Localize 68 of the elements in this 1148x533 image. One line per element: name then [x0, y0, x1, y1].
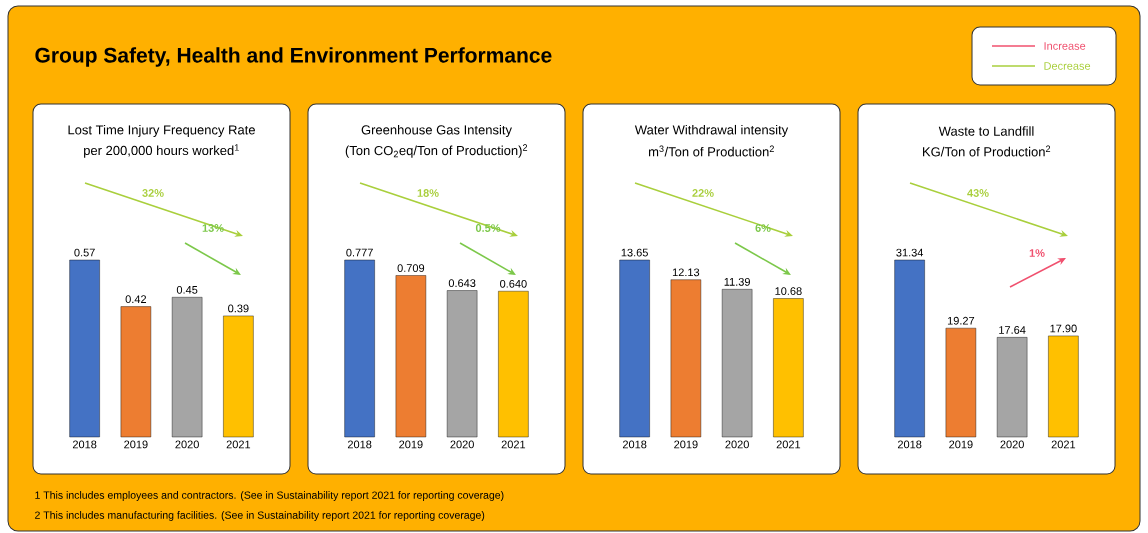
text: 1%	[1029, 249, 1045, 257]
x-tick-label: 2019	[399, 440, 423, 449]
text: 6%	[755, 224, 771, 232]
x-tick-label: 2018	[622, 440, 647, 449]
text: Increase	[1044, 42, 1086, 50]
x-tick-label: 2018	[347, 440, 372, 449]
data-label: 11.39	[724, 277, 750, 286]
bar	[223, 315, 254, 438]
data-label: 0.640	[500, 279, 527, 288]
text: 22%	[692, 189, 714, 197]
x-tick-label: 2018	[72, 440, 97, 449]
bar	[894, 259, 925, 438]
text: 43%	[967, 189, 989, 197]
bar	[619, 259, 650, 438]
text: 2 This includes manufacturing facilities. (See in Sustainability report 2021 for reporting coverage)	[35, 511, 485, 521]
x-tick-label: 2019	[124, 440, 148, 449]
data-label: 0.643	[448, 279, 476, 287]
bar	[996, 337, 1028, 438]
data-label: 12.13	[672, 268, 700, 277]
chart-subtitle: (Ton CO$_{2}$eq/Ton of Production)$^{2}$	[345, 144, 528, 158]
data-label: 0.42	[125, 295, 147, 304]
x-tick-label: 2019	[674, 440, 698, 449]
bar	[945, 327, 977, 438]
data-label: 13.65	[621, 248, 648, 257]
data-label: 0.709	[397, 264, 425, 272]
chart-subtitle: m$^{3}$/Ton of Production$^{2}$	[649, 145, 774, 157]
data-label: 19.27	[947, 316, 975, 325]
x-tick-label: 2020	[450, 440, 474, 449]
data-label: 0.39	[228, 304, 249, 313]
chart-title: Lost Time Injury Frequency Rate	[68, 124, 255, 138]
data-label: 10.68	[775, 287, 802, 295]
chart-subtitle: per 200,000 hours worked$^{1}$	[84, 144, 239, 158]
bar	[344, 259, 375, 438]
data-label: 31.34	[896, 248, 924, 257]
text: 18%	[417, 189, 439, 197]
bar	[721, 289, 753, 438]
bar	[395, 275, 427, 438]
x-tick-label: 2018	[897, 440, 922, 449]
text: Decrease	[1044, 62, 1091, 70]
data-label: 17.90	[1050, 324, 1077, 333]
bar	[171, 297, 203, 438]
x-tick-label: 2021	[226, 440, 251, 449]
data-label: 0.57	[74, 248, 95, 257]
x-tick-label: 2021	[1051, 440, 1076, 449]
text: Group Safety, Health and Environment Performance	[35, 47, 552, 67]
x-tick-label: 2020	[175, 440, 199, 449]
text: 32%	[142, 189, 164, 197]
bar	[120, 306, 152, 438]
data-label: 17.64	[999, 326, 1026, 334]
chart-title: Waste to Landfill	[938, 126, 1034, 136]
x-tick-label: 2021	[776, 440, 801, 449]
x-tick-label: 2020	[1000, 440, 1024, 449]
chart-title: Greenhouse Gas Intensity	[361, 124, 512, 138]
chart-subtitle: KG/Ton of Production$^{2}$	[923, 145, 1051, 157]
bar	[670, 279, 702, 438]
bar	[1048, 335, 1079, 438]
x-tick-label: 2020	[725, 440, 749, 449]
x-tick-label: 2019	[949, 440, 973, 449]
data-label: 0.777	[346, 248, 373, 257]
text: 13%	[202, 224, 224, 232]
bar	[773, 298, 804, 438]
bar	[498, 291, 529, 438]
chart-title: Water Withdrawal intensity	[634, 124, 789, 138]
bar	[446, 290, 478, 438]
bar	[69, 259, 100, 438]
x-tick-label: 2021	[501, 440, 526, 449]
data-label: 0.45	[176, 285, 198, 294]
text: 1 This includes employees and contractors. (See in Sustainability report 2021 for reporting coverage)	[35, 491, 504, 501]
